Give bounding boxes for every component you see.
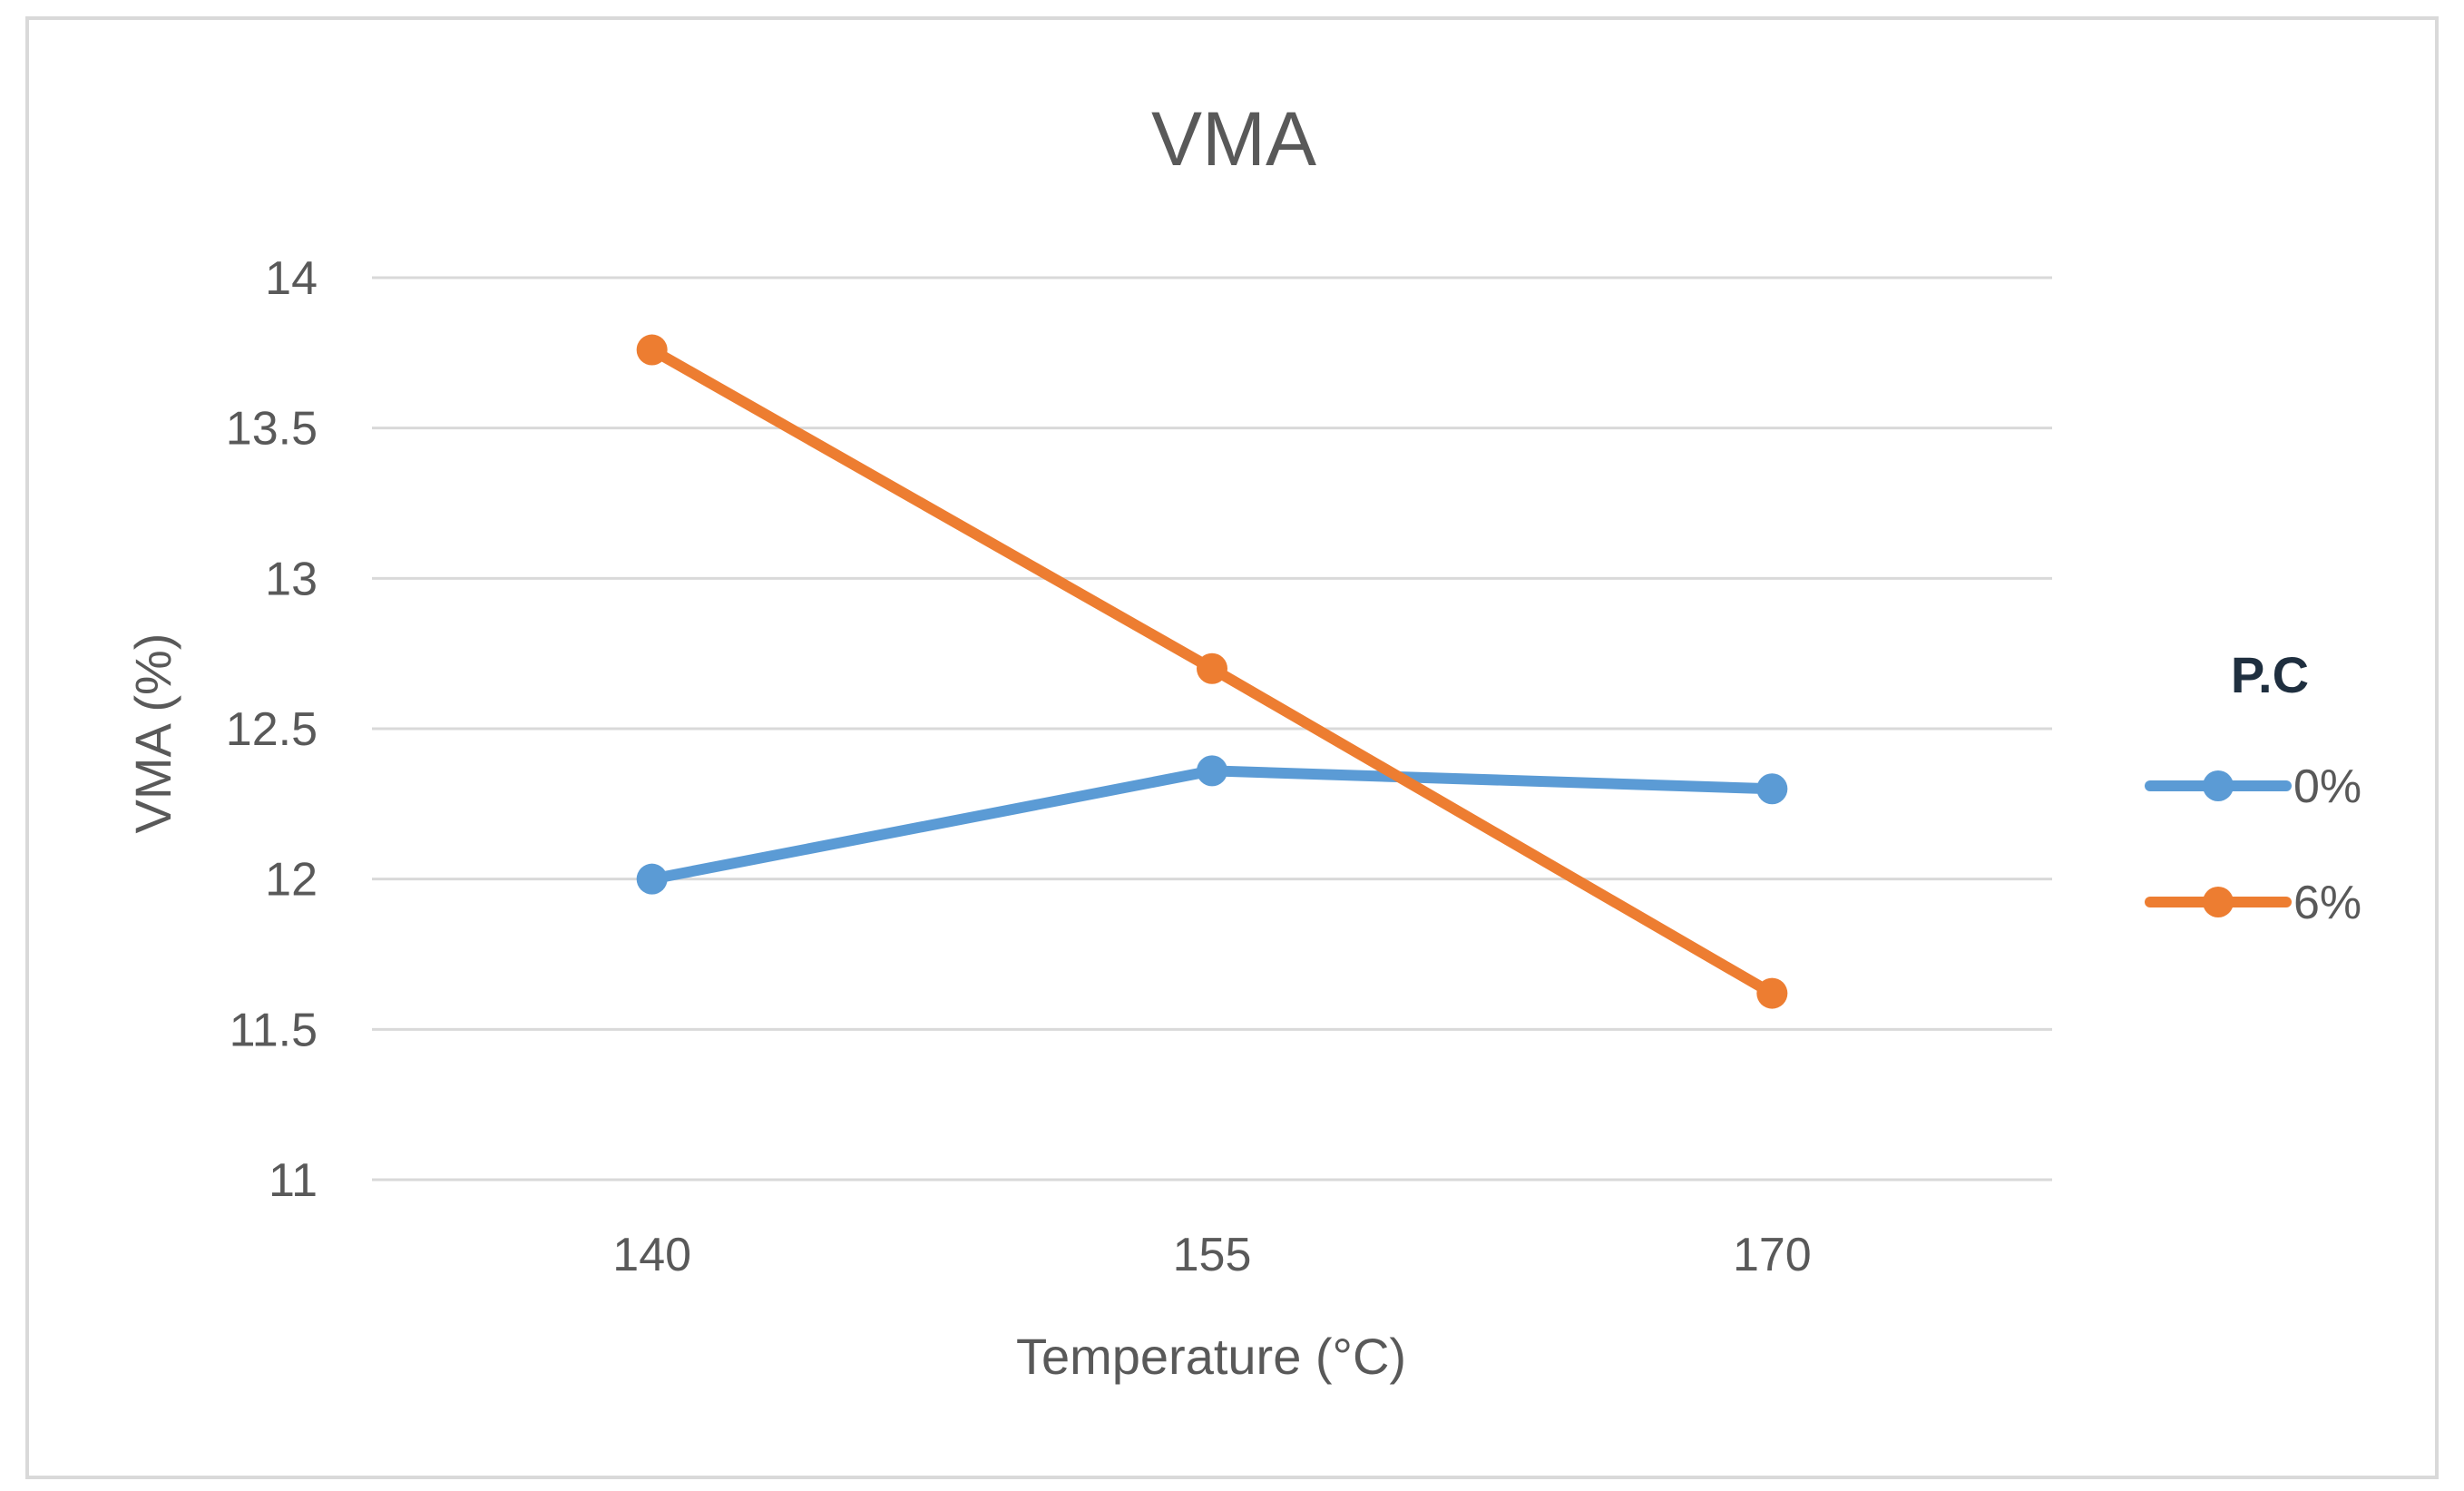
legend: P.C 0% 6%	[2145, 646, 2361, 929]
data-point	[636, 334, 668, 366]
y-tick-label: 14	[265, 252, 318, 305]
legend-label: 0%	[2293, 760, 2361, 813]
legend-swatch-marker	[2203, 770, 2234, 801]
y-tick-label: 12	[265, 854, 318, 907]
legend-swatch-marker	[2203, 887, 2234, 917]
chart-title: VMA	[1151, 96, 1316, 181]
legend-item: 0%	[2145, 760, 2361, 813]
data-point	[1756, 773, 1788, 805]
data-point	[636, 863, 668, 895]
data-point	[1197, 755, 1227, 787]
y-tick-label: 11.5	[230, 1004, 318, 1056]
gridlines	[372, 276, 2052, 1182]
y-axis-label: VMA (%)	[124, 633, 181, 834]
legend-label: 6%	[2293, 877, 2361, 929]
series-2	[636, 334, 1788, 1009]
y-tick-label: 12.5	[226, 703, 318, 756]
x-axis-ticks: 140 155 170	[612, 1229, 1811, 1281]
legend-items: 0% 6%	[2145, 760, 2361, 929]
x-tick-label: 170	[1733, 1229, 1812, 1281]
y-tick-label: 13	[265, 553, 318, 605]
data-point	[1197, 652, 1227, 684]
legend-item: 6%	[2145, 877, 2361, 929]
y-tick-label: 13.5	[226, 403, 318, 456]
y-axis-ticks: 11 11.5 12 12.5 13 13.5 14	[226, 252, 318, 1207]
legend-title: P.C	[2231, 646, 2309, 703]
series-1	[636, 755, 1788, 895]
x-tick-label: 140	[612, 1229, 691, 1281]
data-point	[1756, 977, 1788, 1009]
series-layer	[636, 334, 1788, 1009]
x-tick-label: 155	[1173, 1229, 1252, 1281]
y-tick-label: 11	[269, 1154, 318, 1207]
chart-frame	[25, 16, 2439, 1479]
x-axis-label: Temperature (°C)	[1016, 1328, 1406, 1385]
